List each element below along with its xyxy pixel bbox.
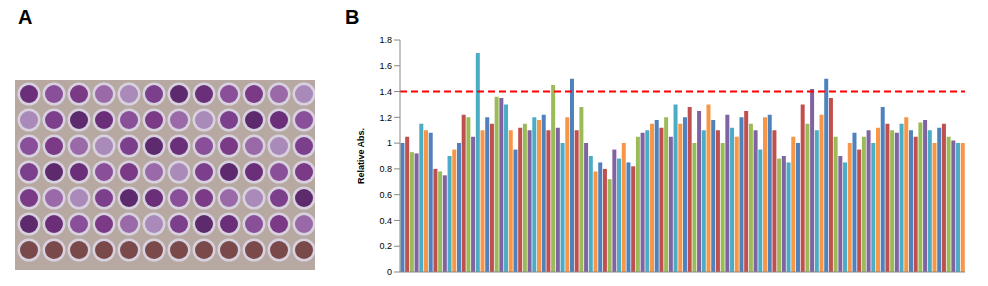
svg-text:0.6: 0.6 bbox=[379, 190, 392, 200]
svg-text:1.6: 1.6 bbox=[379, 61, 392, 71]
svg-text:1.2: 1.2 bbox=[379, 113, 392, 123]
html-text:B: B bbox=[345, 6, 360, 28]
svg-text:0: 0 bbox=[387, 267, 392, 277]
svg-text:0.2: 0.2 bbox=[379, 241, 392, 251]
svg-text:1: 1 bbox=[387, 138, 392, 148]
svg-text:1.8: 1.8 bbox=[379, 35, 392, 45]
svg-text:0.4: 0.4 bbox=[379, 216, 392, 226]
html-text:A: A bbox=[18, 6, 33, 28]
svg-text:1.4: 1.4 bbox=[379, 87, 392, 97]
svg-text:Relative Abs.: Relative Abs. bbox=[356, 128, 366, 184]
svg-text:0.8: 0.8 bbox=[379, 164, 392, 174]
